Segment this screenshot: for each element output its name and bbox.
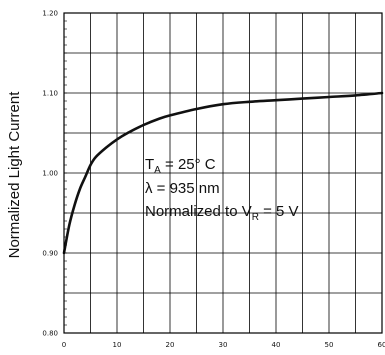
axis-ticks: 0 10 20 30 40 50 60 0.80 0.90 1.00 1.10 1.20	[42, 10, 385, 350]
y-tick-label: 1.00	[42, 170, 58, 178]
y-tick-label: 1.20	[42, 10, 58, 18]
grid	[64, 13, 382, 333]
annotation-wavelength: λ = 935 nm	[145, 180, 220, 197]
annotation-normalization: Normalized to VR = 5 V	[145, 203, 299, 223]
annotation-temperature: TA = 25° C	[145, 156, 216, 176]
series-group	[62, 91, 384, 255]
y-tick-label: 0.80	[42, 330, 58, 338]
series-line	[62, 91, 384, 255]
plot-frame	[63, 12, 383, 334]
y-axis-label: Normalized Light Current	[6, 91, 23, 259]
y-tick-label: 0.90	[42, 250, 58, 258]
x-tick-label: 20	[166, 341, 175, 349]
x-tick-label: 60	[378, 341, 385, 349]
x-tick-label: 50	[325, 341, 334, 349]
x-tick-label: 30	[219, 341, 228, 349]
y-tick-label: 1.10	[42, 90, 58, 98]
x-tick-label: 10	[113, 341, 122, 349]
x-tick-label: 0	[62, 341, 66, 349]
x-tick-label: 40	[272, 341, 281, 349]
